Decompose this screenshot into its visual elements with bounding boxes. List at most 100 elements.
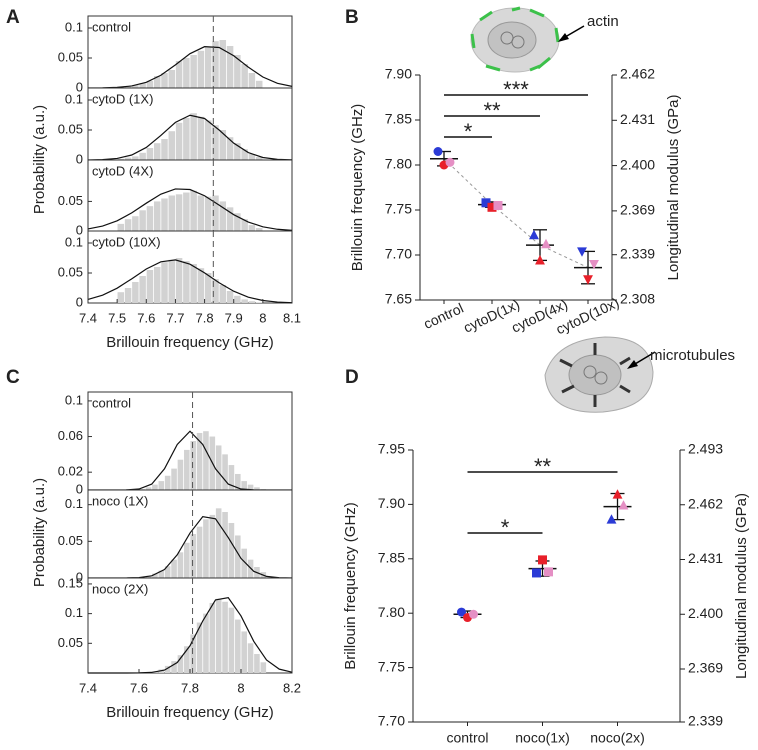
histogram-bar bbox=[175, 258, 183, 303]
y-tick-label: 7.75 bbox=[378, 658, 405, 674]
significance-label: * bbox=[464, 119, 473, 144]
histogram-bar bbox=[117, 158, 125, 160]
histogram-bar bbox=[168, 131, 176, 160]
significance-label: * bbox=[501, 515, 510, 540]
histogram-bar bbox=[190, 534, 196, 578]
histogram-bar bbox=[161, 139, 168, 160]
y-tick-label: 0.05 bbox=[58, 193, 83, 208]
histogram-bar bbox=[175, 61, 183, 88]
fit-curve bbox=[87, 188, 293, 232]
histogram-bar bbox=[183, 118, 190, 160]
histogram-bar bbox=[153, 76, 161, 88]
y-tick-label: 0 bbox=[76, 79, 83, 94]
y2-tick-label: 2.462 bbox=[688, 495, 723, 511]
histogram-bar bbox=[234, 213, 241, 231]
histogram-bar bbox=[145, 575, 152, 578]
y-tick-label: 0.06 bbox=[58, 428, 83, 443]
y-tick-label: 7.95 bbox=[378, 441, 405, 457]
subplot-label: cytoD (1X) bbox=[92, 91, 153, 106]
plot-frame bbox=[87, 230, 293, 304]
histogram-bar bbox=[190, 634, 196, 673]
histogram-bar bbox=[117, 223, 125, 231]
histogram-bar bbox=[161, 73, 168, 88]
y-tick-label: 0 bbox=[76, 569, 83, 584]
histogram-bar bbox=[241, 64, 248, 88]
histogram-bar bbox=[184, 449, 190, 490]
y-axis-label: Probability (a.u.) bbox=[31, 105, 48, 214]
data-point bbox=[445, 157, 455, 167]
fit-curve bbox=[88, 597, 293, 674]
data-point bbox=[538, 555, 547, 565]
histogram-bar bbox=[175, 122, 183, 160]
histogram-bar bbox=[203, 431, 209, 490]
y-tick-label: 7.80 bbox=[378, 604, 405, 620]
histogram-bar bbox=[247, 643, 254, 673]
histogram-bar bbox=[226, 207, 234, 231]
histogram-bar bbox=[219, 130, 227, 160]
y-tick-label: 7.85 bbox=[378, 550, 405, 566]
y-tick-label: 0 bbox=[76, 151, 83, 166]
histogram-bar bbox=[248, 73, 256, 88]
y2-tick-label: 2.431 bbox=[620, 111, 655, 127]
arrow-head bbox=[558, 33, 569, 42]
y-tick-label: 0 bbox=[76, 294, 83, 309]
histogram-bar bbox=[153, 267, 161, 303]
histogram-bar bbox=[132, 156, 139, 160]
histogram-bar bbox=[219, 285, 227, 303]
histogram-bar bbox=[164, 566, 171, 578]
histogram-bar bbox=[241, 219, 248, 231]
histogram-bar bbox=[241, 481, 247, 490]
data-point bbox=[532, 568, 541, 578]
subplot-label: control bbox=[92, 19, 131, 34]
significance-label: ** bbox=[483, 98, 501, 123]
x-tick-label: 8.2 bbox=[283, 680, 301, 695]
histogram-bar bbox=[183, 192, 190, 231]
fit-curve bbox=[87, 114, 293, 161]
annotation: actin bbox=[587, 13, 619, 30]
y2-tick-label: 2.369 bbox=[688, 660, 723, 676]
histogram-bar bbox=[248, 225, 256, 231]
y-tick-label: 7.90 bbox=[378, 495, 405, 511]
data-point bbox=[589, 259, 599, 270]
y2-tick-label: 2.462 bbox=[620, 66, 655, 82]
y-tick-label: 0 bbox=[76, 481, 83, 496]
x-tick-label: 7.4 bbox=[79, 680, 97, 695]
histogram-bar bbox=[190, 55, 197, 88]
panel-letter: D bbox=[345, 367, 359, 388]
data-point bbox=[433, 147, 443, 156]
histogram-bar bbox=[197, 50, 205, 88]
histogram-bar bbox=[235, 473, 241, 490]
histogram-bar bbox=[171, 559, 177, 578]
histogram-bar bbox=[235, 619, 241, 673]
histogram-bar bbox=[219, 40, 227, 88]
histogram-bar bbox=[254, 487, 260, 490]
data-point bbox=[606, 514, 617, 524]
histogram-bar bbox=[168, 70, 176, 88]
histogram-bar bbox=[132, 85, 139, 88]
y-tick-label: 0.05 bbox=[58, 533, 83, 548]
y-tick-label: 0.05 bbox=[58, 635, 83, 650]
cell-illustration bbox=[544, 336, 654, 413]
annotation: microtubules bbox=[650, 347, 735, 364]
y-tick-label: 7.70 bbox=[385, 246, 412, 262]
histogram-bar bbox=[260, 662, 267, 673]
fit-curve bbox=[87, 259, 293, 304]
histogram-bar bbox=[226, 46, 234, 88]
histogram-bar bbox=[139, 210, 146, 231]
x-tick-label: 7.8 bbox=[196, 310, 214, 325]
histogram-bar bbox=[164, 665, 171, 673]
histogram-bar bbox=[164, 475, 171, 490]
histogram-bar bbox=[247, 484, 254, 490]
y2-tick-label: 2.400 bbox=[688, 605, 723, 621]
histogram-bar bbox=[241, 149, 248, 160]
data-point bbox=[529, 229, 539, 240]
histogram-bar bbox=[248, 154, 256, 160]
histogram-bar bbox=[241, 299, 248, 303]
histogram-bar bbox=[248, 301, 256, 303]
subplot-label: cytoD (10X) bbox=[92, 234, 161, 249]
y-tick-label: 0.1 bbox=[65, 234, 83, 249]
data-point bbox=[493, 201, 503, 210]
histogram-bar bbox=[153, 201, 161, 231]
panel-letter: B bbox=[345, 7, 359, 28]
histogram-bar bbox=[203, 519, 209, 578]
